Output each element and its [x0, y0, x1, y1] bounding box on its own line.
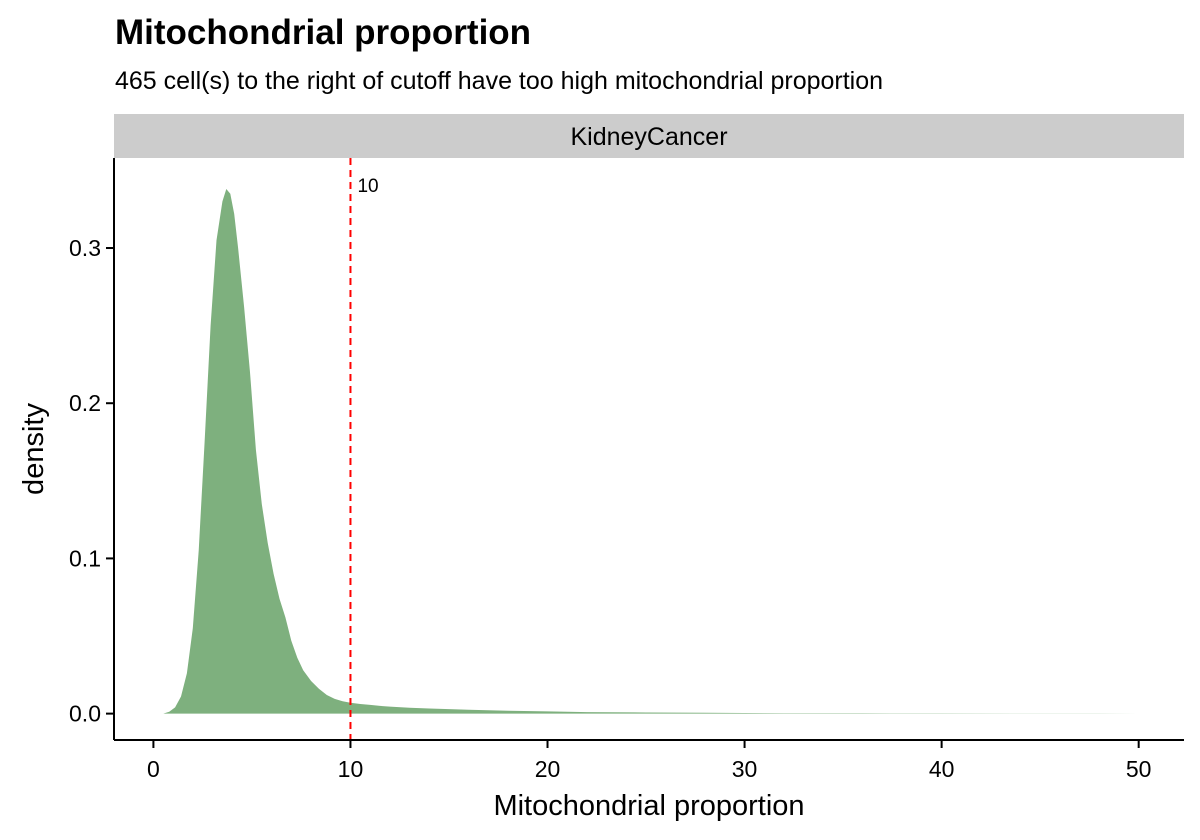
chart-subtitle: 465 cell(s) to the right of cutoff have … — [115, 67, 883, 95]
cutoff-label: 10 — [357, 176, 378, 197]
plot-panel: 10 — [163, 158, 1139, 740]
x-axis-ticks: 0 10 20 30 40 50 — [147, 740, 1151, 782]
density-area — [163, 189, 1139, 714]
x-tick-label: 20 — [535, 756, 561, 782]
y-tick-label: 0.0 — [69, 701, 101, 727]
x-tick-label: 40 — [929, 756, 955, 782]
facet-strip-background — [114, 114, 1184, 158]
x-tick-label: 10 — [338, 756, 364, 782]
x-axis-title: Mitochondrial proportion — [493, 790, 804, 822]
y-axis-title: density — [18, 403, 50, 495]
axes: 0 10 20 30 40 50 0.0 0.1 0.2 0.3 — [69, 158, 1184, 782]
x-tick-label: 0 — [147, 756, 160, 782]
y-tick-label: 0.1 — [69, 545, 101, 571]
y-tick-label: 0.2 — [69, 390, 101, 416]
y-tick-label: 0.3 — [69, 235, 101, 261]
x-tick-label: 30 — [732, 756, 758, 782]
x-tick-label: 50 — [1126, 756, 1152, 782]
facet-strip-label: KidneyCancer — [570, 123, 727, 151]
facet-strip: KidneyCancer — [114, 114, 1184, 158]
chart-title: Mitochondrial proportion — [115, 13, 531, 52]
y-axis-ticks: 0.0 0.1 0.2 0.3 — [69, 235, 114, 727]
